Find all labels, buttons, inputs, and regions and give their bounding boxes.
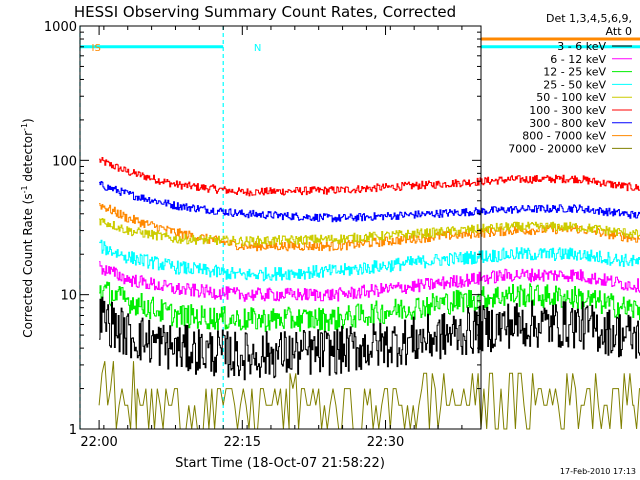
- x-axis-label: Start Time (18-Oct-07 21:58:22): [175, 456, 385, 471]
- legend-label: 300 - 800 keV: [529, 117, 606, 130]
- footer-timestamp: 17-Feb-2010 17:13: [560, 467, 636, 476]
- chart-title: HESSI Observing Summary Count Rates, Cor…: [74, 3, 456, 21]
- y-tick-label: 10: [60, 289, 77, 304]
- y-tick-label: 1: [69, 423, 77, 438]
- series-line: [99, 218, 640, 247]
- legend-header-line-1: Det 1,3,4,5,6,9,: [546, 12, 632, 25]
- series-line: [99, 281, 640, 332]
- legend-label: 800 - 7000 keV: [522, 130, 606, 143]
- flag-marker-label: IS: [92, 43, 101, 54]
- legend-label: 3 - 6 keV: [557, 40, 606, 53]
- series-line: [99, 261, 640, 302]
- series-line: [99, 296, 640, 381]
- y-axis-label: Corrected Count Rate (s-1 detector-1): [20, 118, 35, 337]
- series-line: [99, 157, 640, 197]
- legend-label: 50 - 100 keV: [536, 91, 606, 104]
- legend-label: 100 - 300 keV: [529, 104, 606, 117]
- legend-label: 6 - 12 keV: [550, 53, 606, 66]
- y-axis: 1 10 100 1000: [44, 20, 481, 438]
- observing-flags: IS N: [79, 26, 640, 429]
- y-tick-label: 100: [52, 154, 77, 169]
- series-layer: [98, 157, 640, 430]
- series-line: [99, 181, 640, 223]
- legend-label: 12 - 25 keV: [543, 66, 606, 79]
- legend-label: 7000 - 20000 keV: [508, 142, 606, 155]
- flag-marker-label: N: [254, 43, 261, 54]
- plot-frame: [79, 25, 482, 430]
- y-tick-label: 1000: [44, 20, 77, 35]
- legend-header-line-2: Att 0: [606, 25, 632, 38]
- series-line: [99, 239, 640, 282]
- series-steps: [98, 360, 640, 430]
- x-tick-label: 22:00: [80, 435, 117, 450]
- legend-label: 25 - 50 keV: [543, 78, 606, 91]
- x-tick-label: 22:15: [224, 435, 261, 450]
- x-axis: 22:00 22:15 22:30: [79, 26, 463, 450]
- x-tick-label: 22:30: [367, 435, 404, 450]
